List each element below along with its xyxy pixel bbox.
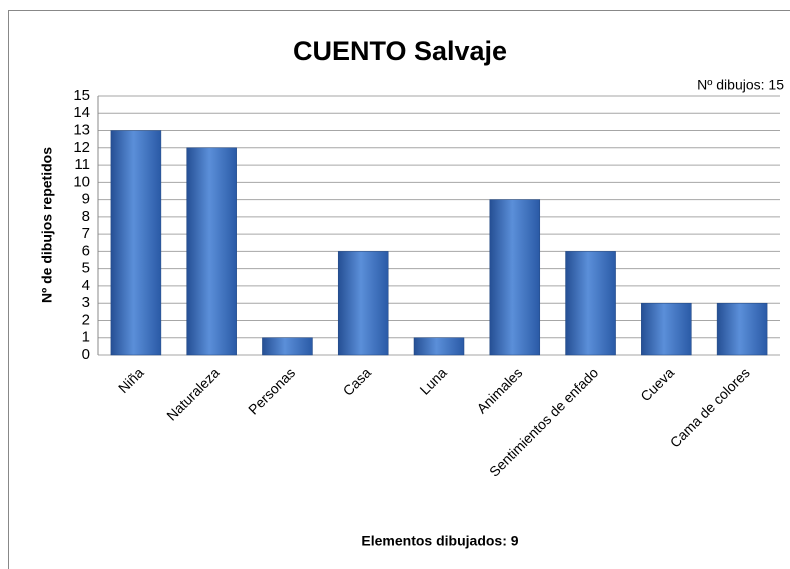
y-tick-label: 10 xyxy=(73,173,90,190)
bar xyxy=(716,302,768,356)
bar xyxy=(110,130,162,356)
bar xyxy=(186,147,237,356)
x-axis-title: Elementos dibujados: 9 xyxy=(361,533,518,549)
bar xyxy=(337,251,389,356)
bar xyxy=(489,199,541,356)
chart-title: CUENTO Salvaje xyxy=(293,36,507,66)
y-tick-label: 1 xyxy=(82,329,90,346)
y-tick-label: 9 xyxy=(82,191,90,208)
y-tick-label: 3 xyxy=(82,294,90,311)
y-tick-label: 8 xyxy=(82,208,90,225)
bar xyxy=(413,337,465,356)
y-tick-label: 14 xyxy=(73,104,90,121)
y-tick-label: 11 xyxy=(74,156,90,173)
y-tick-label: 12 xyxy=(73,139,90,156)
y-tick-label: 0 xyxy=(82,346,90,363)
y-tick-label: 5 xyxy=(82,260,90,277)
annotation: Nº dibujos: 15 xyxy=(697,77,784,93)
y-tick-label: 7 xyxy=(82,225,90,242)
bar xyxy=(641,302,692,356)
y-tick-label: 6 xyxy=(82,242,90,259)
y-tick-label: 15 xyxy=(73,87,90,104)
bar xyxy=(565,251,616,356)
y-tick-label: 2 xyxy=(82,311,90,328)
bar xyxy=(262,337,313,356)
y-tick-label: 13 xyxy=(73,122,90,139)
y-tick-label: 4 xyxy=(82,277,90,294)
y-axis-title: Nº de dibujos repetidos xyxy=(39,147,55,303)
